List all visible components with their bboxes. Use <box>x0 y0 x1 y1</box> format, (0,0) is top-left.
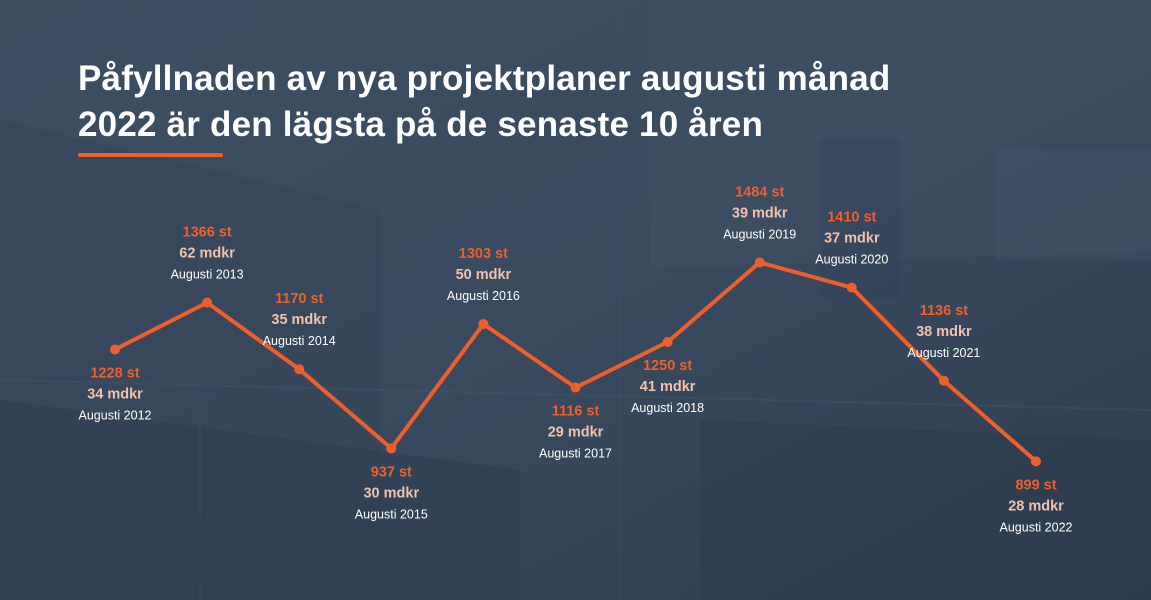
value-label: 29 mdkr <box>548 425 604 441</box>
x-tick-label: Augusti 2017 <box>539 447 612 461</box>
chart-title-line-2: 2022 är den lägsta på de senaste 10 åren <box>78 105 764 144</box>
chart-title: Påfyllnaden av nya projektplaner augusti… <box>78 56 1078 148</box>
x-tick-label: Augusti 2022 <box>1000 520 1073 534</box>
title-underline <box>78 153 223 157</box>
count-label: 1250 st <box>643 358 692 374</box>
data-point <box>846 282 857 293</box>
x-tick-label: Augusti 2019 <box>723 227 796 241</box>
count-label: 1410 st <box>827 210 876 226</box>
chart-title-line-1: Påfyllnaden av nya projektplaner augusti… <box>78 59 891 98</box>
data-point <box>110 344 120 355</box>
value-label: 50 mdkr <box>456 267 512 283</box>
data-point <box>294 364 305 375</box>
count-label: 1170 st <box>275 291 324 307</box>
count-label: 1116 st <box>552 404 600 420</box>
count-label: 1366 st <box>183 225 232 241</box>
x-tick-label: Augusti 2016 <box>447 289 520 303</box>
value-label: 35 mdkr <box>271 312 327 328</box>
count-label: 1303 st <box>459 246 508 262</box>
value-label: 37 mdkr <box>824 231 880 247</box>
data-point <box>662 337 673 347</box>
x-tick-label: Augusti 2012 <box>79 408 152 422</box>
x-tick-label: Augusti 2015 <box>355 507 428 521</box>
x-tick-label: Augusti 2021 <box>907 346 980 360</box>
count-label: 1228 st <box>90 365 139 381</box>
value-label: 39 mdkr <box>732 205 788 221</box>
x-tick-label: Augusti 2020 <box>815 253 888 267</box>
data-point <box>202 297 213 308</box>
value-label: 41 mdkr <box>640 379 696 395</box>
data-point <box>754 257 765 268</box>
data-point <box>478 318 489 329</box>
x-tick-label: Augusti 2018 <box>631 401 704 415</box>
value-label: 62 mdkr <box>179 246 235 262</box>
data-point <box>570 382 581 393</box>
x-tick-label: Augusti 2014 <box>263 334 336 348</box>
count-label: 1136 st <box>920 303 969 319</box>
value-label: 34 mdkr <box>87 386 143 402</box>
value-label: 30 mdkr <box>363 485 419 501</box>
value-label: 38 mdkr <box>916 324 972 340</box>
count-label: 1484 st <box>735 184 784 200</box>
data-point <box>1031 456 1041 467</box>
data-point <box>938 375 949 386</box>
count-label: 937 st <box>371 464 412 480</box>
count-label: 899 st <box>1015 477 1056 493</box>
value-label: 28 mdkr <box>1008 498 1064 514</box>
data-point <box>386 443 397 454</box>
x-tick-label: Augusti 2013 <box>171 268 244 282</box>
